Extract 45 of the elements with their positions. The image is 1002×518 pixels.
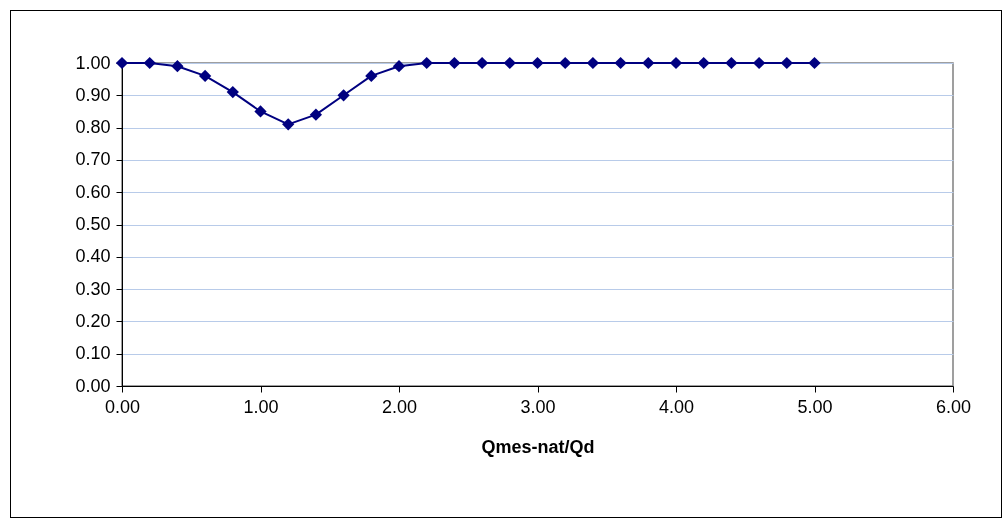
- y-tick-label: 0.70: [75, 149, 111, 170]
- point: [337, 89, 350, 102]
- point: [448, 56, 461, 70]
- x-tick-label: 0.00: [104, 396, 141, 417]
- point: [365, 69, 378, 83]
- point: [254, 105, 267, 118]
- y-tick-label: 0.60: [75, 181, 111, 202]
- point: [171, 60, 184, 73]
- point: [309, 108, 323, 121]
- x-tick-label: 6.00: [935, 396, 972, 417]
- x-tick-label: 5.00: [797, 396, 833, 417]
- point: [143, 56, 156, 70]
- x-tick-label: 2.00: [381, 396, 418, 417]
- point: [475, 56, 489, 70]
- y-tick-label: 0.00: [75, 375, 111, 396]
- point: [503, 56, 516, 70]
- point: [586, 56, 600, 70]
- point: [559, 56, 572, 70]
- point: [420, 56, 433, 70]
- point: [392, 60, 406, 73]
- point: [531, 56, 544, 70]
- y-tick-label: 0.40: [75, 246, 111, 267]
- point: [752, 56, 766, 70]
- x-tick-label: 4.00: [658, 396, 695, 417]
- x-axis-title: Qmes-nat/Qd: [481, 436, 595, 457]
- point: [614, 56, 627, 70]
- point: [198, 69, 212, 83]
- y-tick-label: 0.20: [75, 310, 111, 331]
- point: [725, 56, 738, 70]
- y-tick-label: 1.00: [75, 52, 111, 73]
- y-tick-label: 0.30: [75, 278, 111, 299]
- x-tick-label: 3.00: [520, 396, 556, 417]
- point: [669, 56, 683, 70]
- x-tick-label: 1.00: [243, 396, 279, 417]
- y-tick-label: 0.50: [75, 214, 111, 234]
- point: [697, 56, 710, 70]
- point: [115, 56, 129, 70]
- y-tick-label: 0.90: [75, 84, 111, 105]
- point: [780, 56, 793, 70]
- point: [808, 56, 821, 70]
- point: [226, 85, 239, 99]
- y-tick-label: 0.80: [75, 117, 111, 138]
- point: [282, 118, 295, 131]
- point: [642, 56, 655, 70]
- y-tick-label: 0.10: [75, 343, 111, 364]
